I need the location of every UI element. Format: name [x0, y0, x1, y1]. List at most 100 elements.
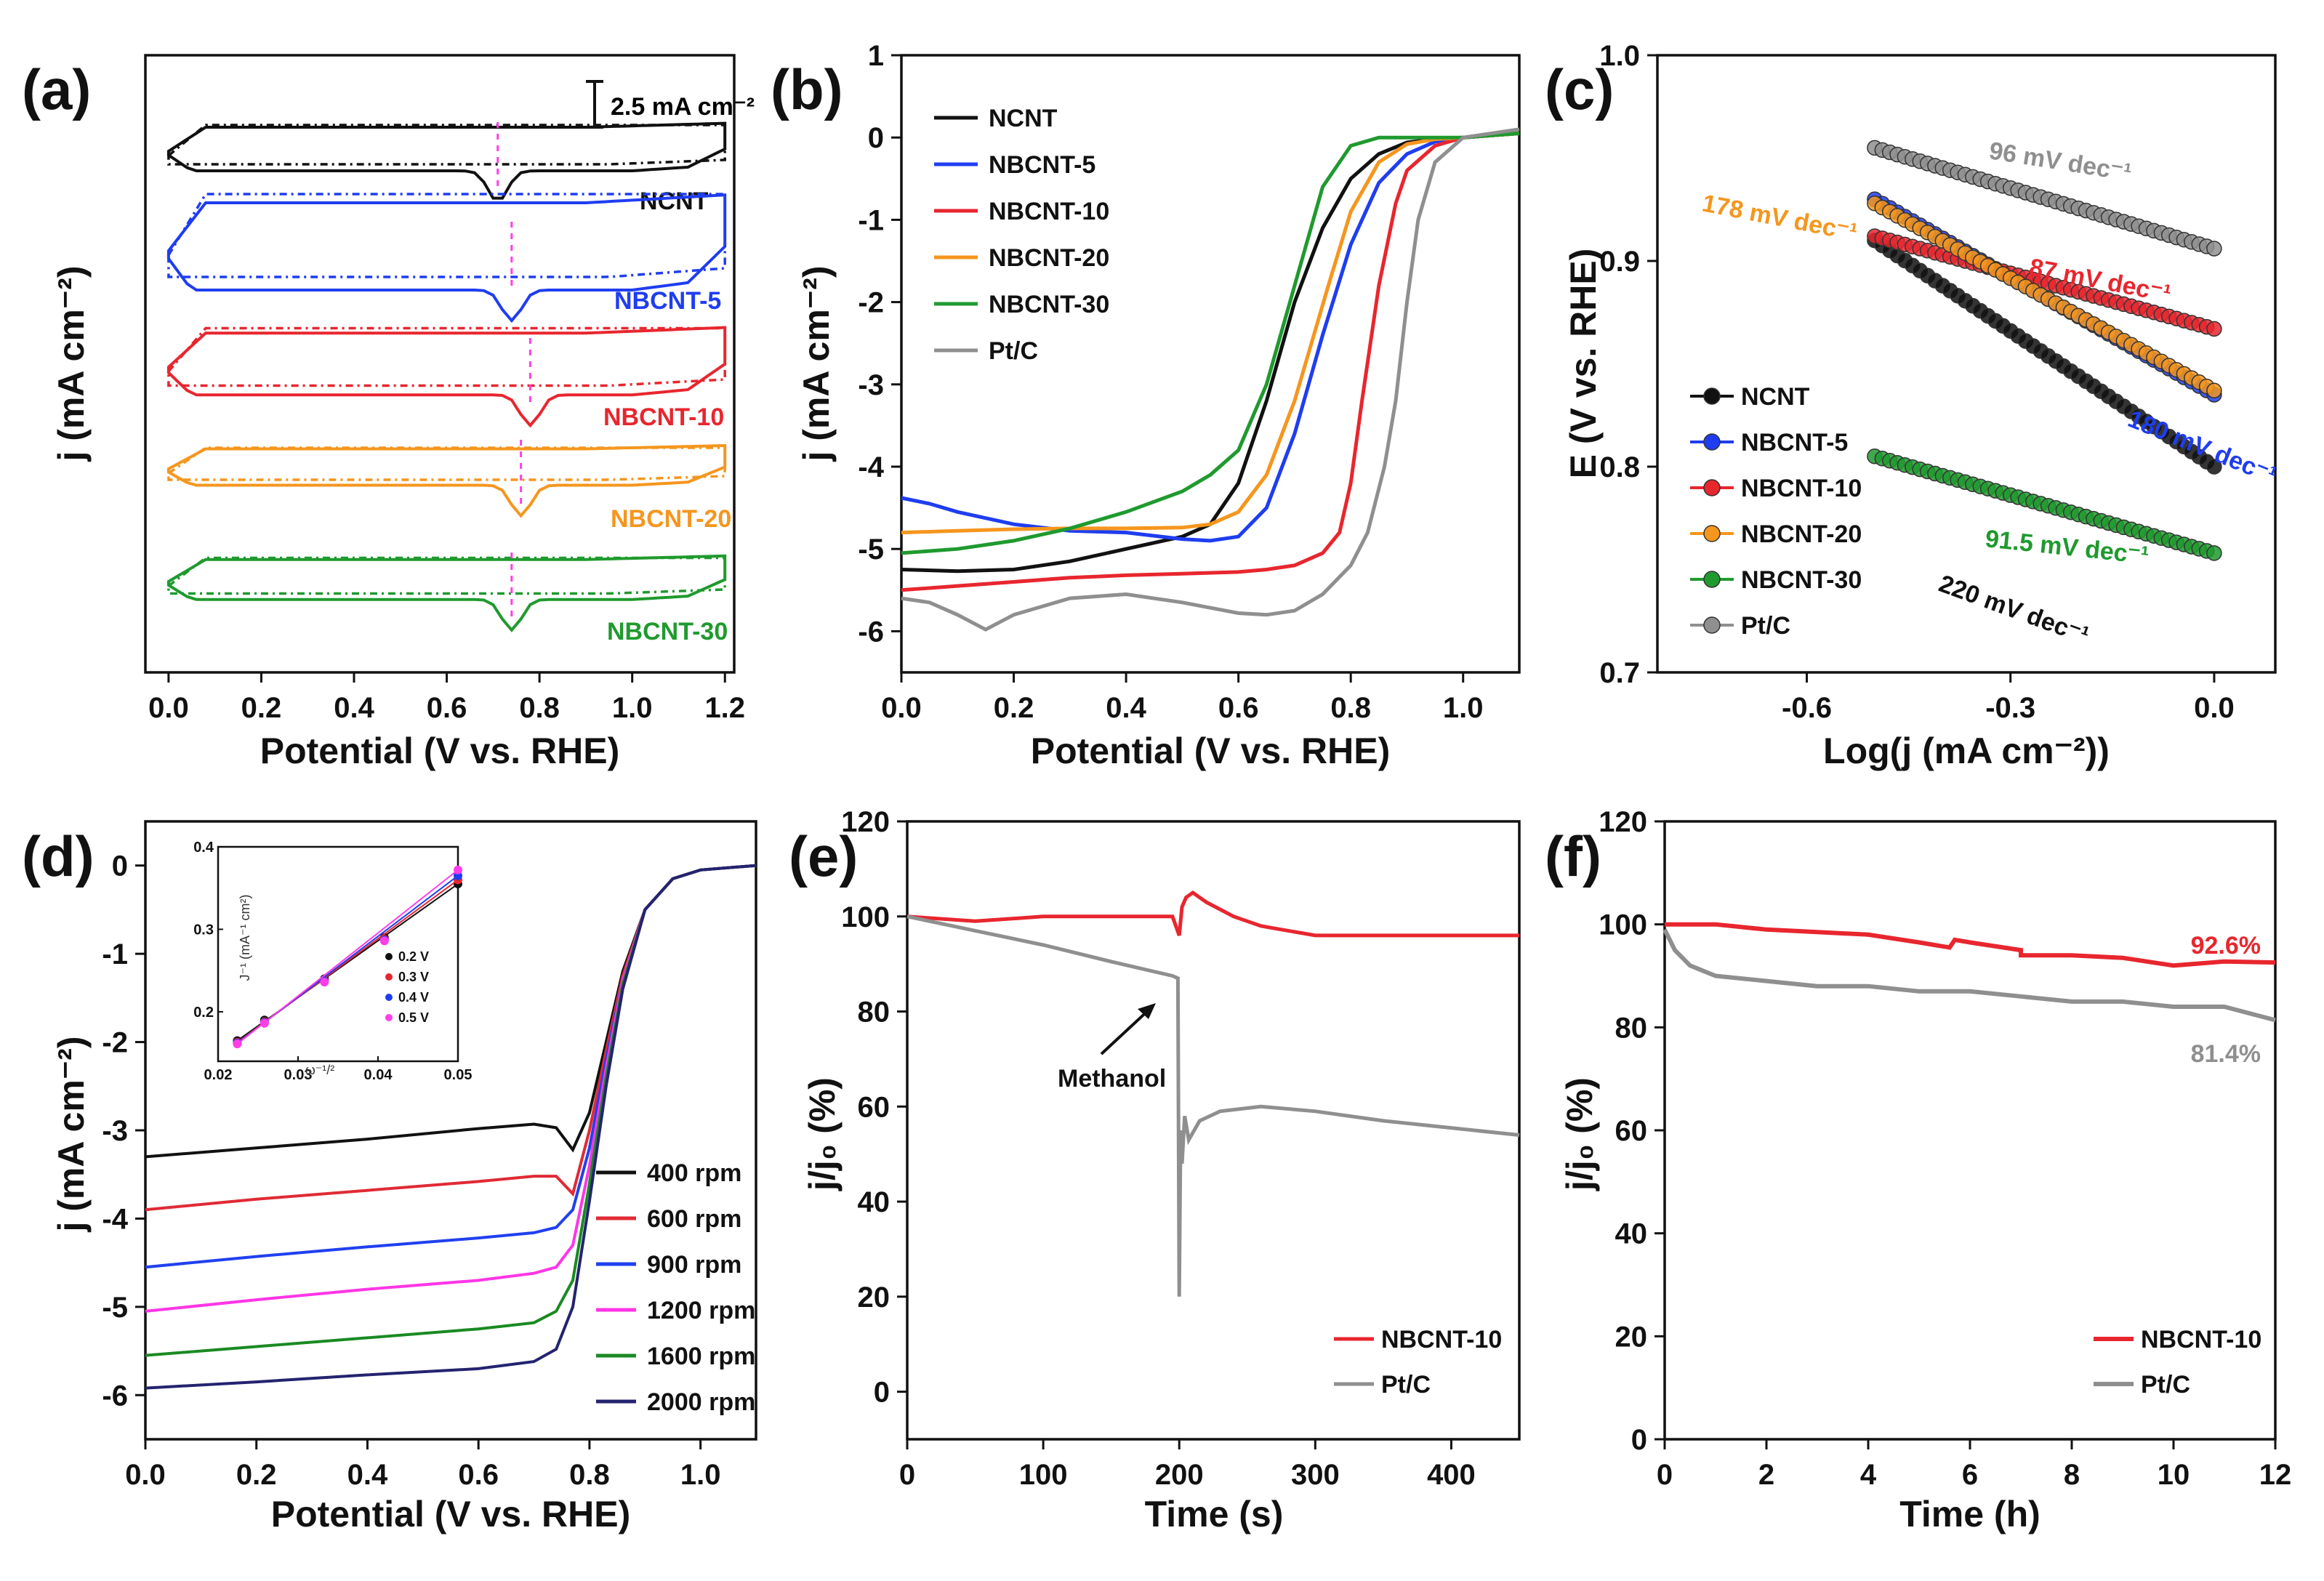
lsv-line-NBCNT-5	[901, 132, 1520, 543]
legend-label: NBCNT-5	[1741, 429, 1848, 456]
cv-label-NBCNT-30: NBCNT-30	[607, 618, 728, 645]
legend-label: NBCNT-30	[1741, 566, 1862, 594]
panel-b-xtick-label: 0.4	[1106, 692, 1146, 724]
panel-f-xtick-label: 4	[1860, 1459, 1877, 1491]
legend-label: Pt/C	[1381, 1371, 1431, 1399]
panel-e-ytick-label: 20	[858, 1282, 890, 1314]
tafel-point-NBCNT-20	[2206, 382, 2222, 399]
slope-label: 96 mV dec⁻¹	[1987, 137, 2134, 186]
panel-d-ytick-label: -2	[102, 1027, 128, 1059]
legend-label: NCNT	[989, 105, 1058, 132]
panel-e-xtick-label: 0	[899, 1459, 915, 1491]
inset-ytick-label: 0.3	[193, 922, 214, 938]
legend-label: NBCNT-10	[1381, 1326, 1502, 1353]
end-label-ptc: 81.4%	[2191, 1040, 2261, 1068]
inset-chart: 0.02 0.03 0.04 0.05 0.2 0.3 0.4 ω⁻¹/² J⁻¹ (mA⁻¹ …	[193, 840, 472, 1083]
inset-ytick-label: 0.2	[193, 1005, 214, 1021]
panel-f-ylabel: j/j₀ (%)	[1559, 1077, 1600, 1191]
panel-a-xtick-label: 0.4	[334, 692, 374, 724]
end-label-nbcnt10: 92.6%	[2191, 932, 2261, 960]
legend-label: NBCNT-30	[989, 291, 1109, 318]
panel-f-xtick-label: 2	[1758, 1459, 1774, 1491]
panel-a-xlabel: Potential (V vs. RHE)	[260, 731, 620, 771]
panel-e-ytick-label: 100	[841, 901, 890, 933]
annotation-arrow	[1100, 1005, 1154, 1055]
panel-a: (a) 0.0 0.2 0.4 0.6 0.8 1.0 1.2 Potential (V vs.…	[22, 54, 755, 771]
legend-label: 400 rpm	[647, 1159, 741, 1187]
panel-b-ylabel: j (mA cm⁻²)	[796, 266, 837, 462]
panel-b-xtick-label: 0.8	[1330, 692, 1371, 724]
panel-f-ytick-label: 40	[1615, 1218, 1648, 1250]
inset-legend-label: 0.5 V	[398, 1010, 429, 1025]
inset-legend-marker	[385, 973, 393, 981]
stability-line-Pt/C	[906, 914, 1520, 1297]
stability-line-NBCNT-10	[1665, 922, 2276, 968]
panel-c-label: (c)	[1545, 57, 1614, 121]
panel-b-ytick-label: 0	[868, 122, 884, 154]
cv-label-NBCNT-10: NBCNT-10	[603, 403, 724, 431]
panel-f-xlabel: Time (h)	[1899, 1494, 2040, 1534]
panel-d-xtick-label: 0.4	[347, 1459, 388, 1491]
cv-curve-n2-NBCNT-20	[167, 446, 726, 481]
panel-d-ytick-label: 0	[112, 850, 128, 882]
panel-e-xtick-label: 200	[1155, 1459, 1204, 1491]
panel-b-ytick-label: -3	[858, 369, 884, 401]
lsv-line-NBCNT-30	[901, 132, 1520, 555]
panel-b-frame	[900, 54, 1521, 674]
legend-label: NBCNT-10	[989, 198, 1109, 225]
panel-f-ytick-label: 120	[1599, 806, 1647, 838]
inset-fit-line	[236, 869, 459, 1045]
panel-a-xtick-label: 0.8	[519, 692, 560, 724]
panel-f-ytick-label: 80	[1615, 1012, 1648, 1044]
panel-b-ytick-label: 1	[868, 40, 884, 72]
legend-label: NBCNT-10	[1741, 475, 1862, 502]
panel-e-ytick-label: 60	[858, 1091, 890, 1123]
panel-e-frame	[906, 820, 1521, 1441]
panel-a-label: (a)	[22, 57, 91, 121]
panel-e-xtick-label: 400	[1427, 1459, 1476, 1491]
panel-f-label: (f)	[1545, 824, 1601, 888]
panel-a-ylabel: j (mA cm⁻²)	[51, 266, 92, 462]
legend-label: NBCNT-20	[989, 244, 1109, 272]
annotation-methanol: Methanol	[1058, 1065, 1166, 1093]
panel-c-xtick-label: 0.0	[2194, 692, 2235, 724]
cv-label-NBCNT-5: NBCNT-5	[614, 287, 721, 315]
inset-point	[260, 1018, 269, 1028]
legend-marker	[1703, 571, 1721, 588]
panel-e-ytick-label: 40	[858, 1186, 890, 1218]
legend-marker	[1703, 616, 1721, 634]
panel-b-ytick-label: -1	[858, 204, 884, 236]
rde-line-2000 rpm	[145, 864, 757, 1390]
panel-b-ytick-label: -2	[858, 287, 884, 319]
panel-c-xtick-label: -0.3	[1985, 692, 2035, 724]
inset-xtick-label: 0.04	[364, 1067, 393, 1083]
inset-point	[233, 1039, 242, 1049]
panel-b-xtick-label: 0.0	[881, 692, 922, 724]
inset-xtick-label: 0.02	[204, 1067, 233, 1083]
panel-d-ytick-label: -3	[102, 1115, 128, 1147]
panel-d-label: (d)	[22, 824, 95, 888]
legend-marker	[1703, 387, 1721, 405]
panel-b: (b) 0.0 0.2 0.4 0.6 0.8 1.0 1 0 -1 -2 -3 -4 -5 -6 Poten…	[771, 40, 1521, 771]
panel-d-xtick-label: 0.2	[236, 1459, 277, 1491]
panel-f-ytick-label: 20	[1615, 1321, 1648, 1353]
inset-ytick-label: 0.4	[193, 840, 214, 856]
panel-d-ylabel: j (mA cm⁻²)	[51, 1037, 92, 1233]
lsv-line-Pt/C	[901, 127, 1520, 632]
legend-label: NBCNT-5	[989, 151, 1095, 179]
panel-d-ytick-label: -1	[102, 938, 128, 970]
panel-c: (c) -0.6 -0.3 0.0 1.0 0.9 0.8 0.7 Log(j (mA cm⁻²…	[1545, 40, 2280, 771]
cv-curve-n2-NCNT	[167, 124, 726, 166]
inset-point	[379, 936, 389, 946]
legend-label: 2000 rpm	[647, 1388, 755, 1416]
panel-e-ylabel: j/j₀ (%)	[802, 1077, 843, 1191]
panel-e: (e) 0 100 200 300 400 0 20 40 60 80 100 120 Time (s) j…	[789, 806, 1521, 1534]
panel-d-xtick-label: 0.0	[125, 1459, 166, 1491]
legend-label: 1200 rpm	[647, 1297, 755, 1324]
tafel-point-NCNT	[2206, 459, 2222, 475]
panel-c-xlabel: Log(j (mA cm⁻²))	[1823, 731, 2110, 771]
panel-f-xtick-label: 12	[2259, 1459, 2292, 1491]
legend-label: Pt/C	[1741, 612, 1790, 640]
